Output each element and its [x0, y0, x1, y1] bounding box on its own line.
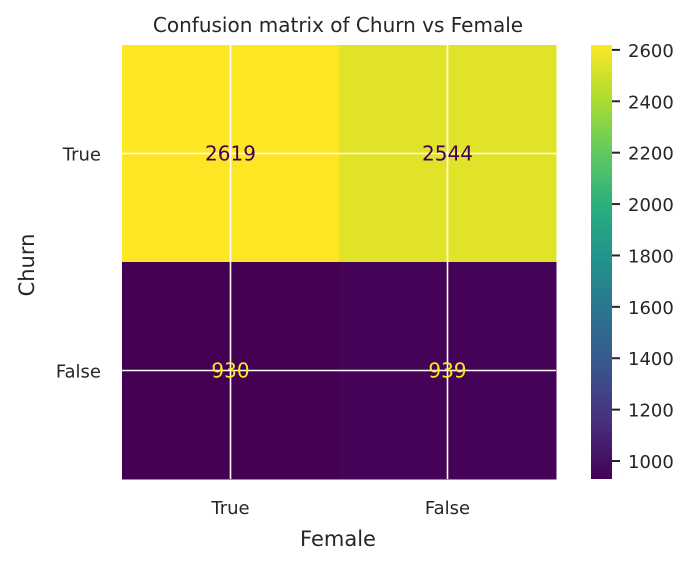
colorbar-tick-label: 1000: [628, 452, 674, 473]
y-axis-label: Churn: [15, 234, 39, 297]
colorbar-tick-label: 1200: [628, 401, 674, 422]
colorbar-ticks: 1000 1200 1400 1600 1800 2000 2200 2400 2600: [612, 41, 674, 473]
cell-value-label: 939: [428, 359, 466, 383]
cell-value-label: 2619: [205, 142, 256, 166]
colorbar-tick-label: 2400: [628, 92, 674, 113]
colorbar-tick-label: 1800: [628, 246, 674, 267]
y-tick-label: True: [62, 145, 101, 166]
cell-value-label: 2544: [422, 142, 473, 166]
grid-lines: [122, 45, 556, 479]
colorbar-tick-label: 1400: [628, 349, 674, 370]
colorbar-tick-label: 2000: [628, 195, 674, 216]
x-tick-label: True: [210, 498, 249, 519]
colorbar: [591, 45, 612, 479]
heatmap-cells: [122, 45, 557, 480]
y-axis-ticks: True False: [56, 145, 101, 383]
x-axis-label: Female: [300, 527, 376, 551]
y-tick-label: False: [56, 362, 101, 383]
chart-title: Confusion matrix of Churn vs Female: [153, 13, 523, 37]
colorbar-tick-label: 2200: [628, 144, 674, 165]
cell-value-label: 930: [211, 359, 249, 383]
x-axis-ticks: True False: [210, 498, 470, 519]
x-tick-label: False: [425, 498, 470, 519]
colorbar-tick-label: 2600: [628, 41, 674, 62]
colorbar-tick-label: 1600: [628, 298, 674, 319]
cell-value-labels: 2619 2544 930 939: [205, 142, 473, 383]
